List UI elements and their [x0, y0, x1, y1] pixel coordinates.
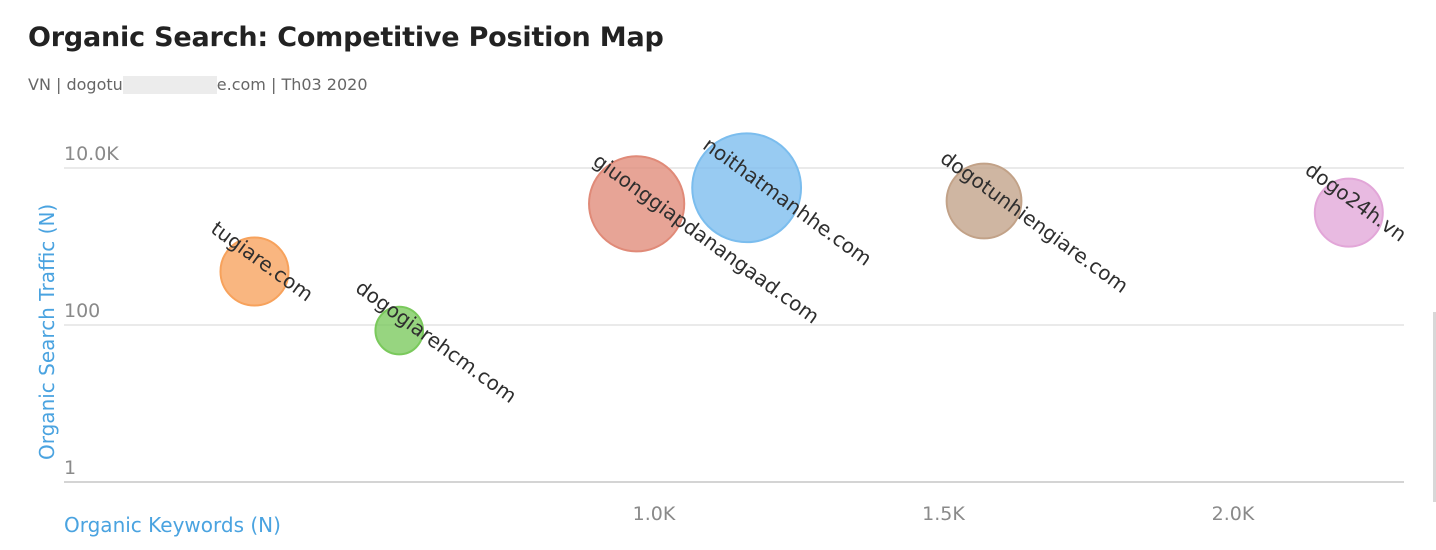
bubble-series: tugiare.comdogogiarehcm.comgiuonggiapdan…	[207, 132, 1411, 408]
chart-title: Organic Search: Competitive Position Map	[28, 22, 664, 53]
axis-ticks: 10.0K 100 1 1.0K 1.5K 2.0K	[64, 143, 1255, 525]
bubble-2[interactable]	[588, 155, 686, 253]
bubble-label: dogogiarehcm.com	[351, 275, 521, 408]
y-tick-label: 1	[64, 457, 76, 479]
bubble-0[interactable]	[219, 236, 290, 307]
y-axis-label: Organic Search Traffic (N)	[35, 204, 59, 460]
subtitle-prefix: VN | dogotu	[28, 75, 123, 94]
subtitle-suffix: e.com | Th03 2020	[216, 75, 368, 94]
x-axis-label: Organic Keywords (N)	[64, 513, 281, 537]
y-tick-label: 100	[64, 300, 100, 322]
chart-subtitle: VN | dogotu e.com | Th03 2020	[28, 75, 368, 94]
x-tick-label: 1.5K	[922, 503, 965, 525]
x-tick-label: 1.0K	[633, 503, 676, 525]
bubble-4[interactable]	[945, 162, 1023, 240]
bubble-5[interactable]	[1313, 177, 1384, 248]
bubble-1[interactable]	[374, 305, 425, 356]
redacted-region	[122, 75, 217, 94]
scrollbar-edge	[1433, 312, 1436, 502]
x-tick-label: 2.0K	[1212, 503, 1255, 525]
y-tick-label: 10.0K	[64, 143, 119, 165]
bubble-3[interactable]	[691, 132, 803, 244]
